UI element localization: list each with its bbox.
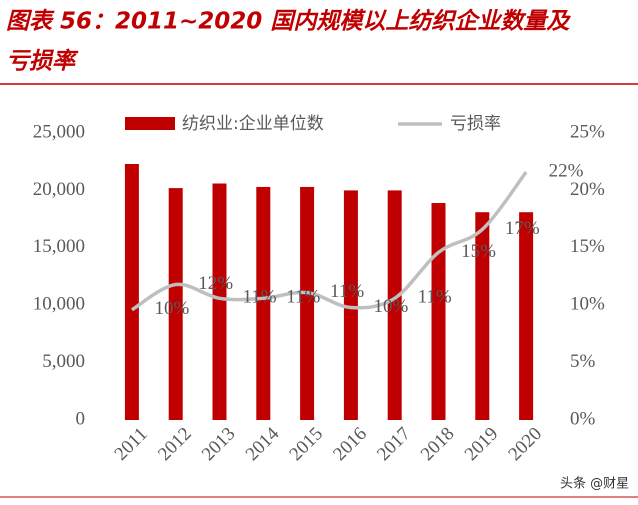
data-label: 11% [242,287,276,308]
x-tick-label: 2016 [329,423,371,465]
y-tick-label: 25,000 [33,121,85,142]
x-tick-label: 2019 [461,423,503,465]
y-tick-label: 15,000 [33,236,85,257]
x-tick-label: 2017 [373,423,415,465]
legend-label: 亏损率 [450,114,501,134]
data-label: 22% [549,160,584,181]
x-tick-label: 2018 [417,423,459,465]
y2-tick-label: 0% [570,408,596,429]
bar [168,188,183,420]
legend-label: 纺织业:企业单位数 [182,114,324,134]
y2-tick-label: 5% [570,351,596,372]
data-label: 11% [286,287,320,308]
x-tick-label: 2013 [198,423,240,465]
bar [124,163,139,420]
y-tick-label: 10,000 [33,294,85,315]
x-tick-label: 2011 [110,424,151,465]
y2-tick-label: 15% [570,236,605,257]
bar [387,190,402,420]
data-label: 11% [418,287,452,308]
y2-tick-label: 20% [570,179,605,200]
data-label: 17% [505,218,540,239]
x-tick-label: 2015 [285,423,327,465]
y2-tick-label: 25% [570,121,605,142]
x-tick-label: 2014 [242,423,284,465]
legend-swatch [125,117,175,130]
line [130,170,528,312]
bar [431,203,446,420]
y-tick-label: 5,000 [42,351,85,372]
bar [256,186,271,420]
y-tick-label: 20,000 [33,179,85,200]
y-tick-label: 0 [76,408,86,429]
x-tick-label: 2020 [504,423,546,465]
data-label: 15% [461,241,496,262]
watermark: 头条 @财星 [560,476,629,492]
y2-tick-label: 10% [570,294,605,315]
x-tick-label: 2012 [154,423,196,465]
bar [519,212,534,420]
bar [300,186,315,420]
chart-title-cont: 亏损率 [6,49,79,75]
bar [343,190,358,420]
data-label: 11% [330,281,364,302]
bar [212,183,227,420]
bar [475,212,490,420]
data-label: 10% [373,296,408,317]
data-label: 10% [154,298,189,319]
chart-title: 图表 56：2011~2020 国内规模以上纺织企业数量及 [6,8,571,35]
data-label: 12% [198,273,233,294]
